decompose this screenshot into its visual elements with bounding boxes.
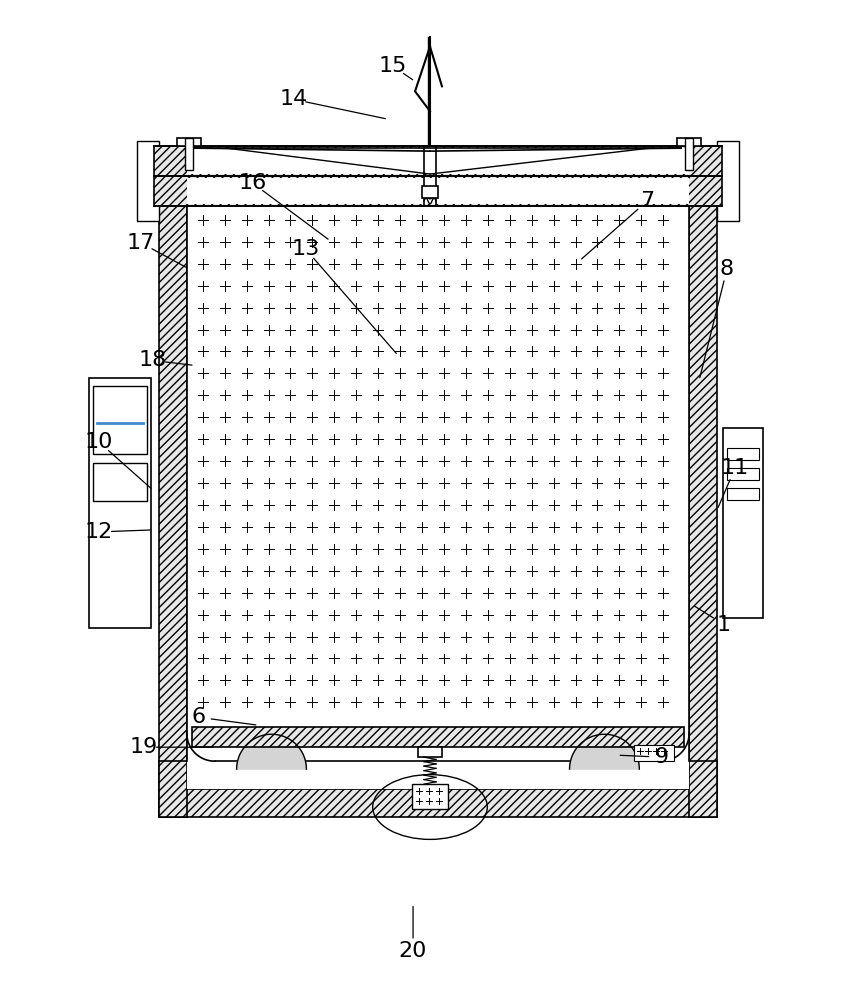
Bar: [717, 141, 739, 221]
Polygon shape: [237, 734, 306, 769]
Bar: [685, 138, 693, 170]
Bar: [689, 176, 717, 817]
Text: 15: 15: [379, 56, 408, 76]
Bar: [187, 747, 689, 789]
Bar: [177, 138, 200, 146]
Bar: [154, 176, 722, 206]
Bar: [635, 745, 674, 761]
Bar: [187, 178, 689, 204]
Bar: [418, 747, 442, 757]
Text: 10: 10: [85, 432, 114, 452]
Bar: [723, 428, 763, 618]
Text: 11: 11: [721, 458, 749, 478]
Text: 9: 9: [654, 747, 668, 767]
Text: 1: 1: [717, 615, 731, 635]
Text: 18: 18: [138, 350, 167, 370]
Text: 14: 14: [280, 89, 308, 109]
Bar: [677, 138, 701, 146]
Bar: [185, 138, 193, 170]
Bar: [727, 468, 759, 480]
Bar: [137, 141, 159, 221]
Bar: [159, 789, 717, 817]
Bar: [727, 448, 759, 460]
Bar: [154, 146, 722, 176]
Bar: [689, 761, 717, 817]
Text: 17: 17: [126, 233, 155, 253]
Bar: [89, 378, 150, 628]
Text: 20: 20: [399, 941, 427, 961]
Bar: [192, 727, 685, 747]
Bar: [422, 186, 438, 198]
Text: 19: 19: [130, 737, 158, 757]
Text: 7: 7: [640, 191, 654, 211]
Polygon shape: [569, 734, 639, 769]
Bar: [187, 204, 689, 789]
Bar: [159, 176, 187, 817]
Bar: [93, 463, 147, 501]
Text: 6: 6: [192, 707, 206, 727]
Bar: [159, 761, 187, 817]
Text: 12: 12: [85, 522, 114, 542]
Text: 8: 8: [720, 259, 734, 279]
Bar: [93, 386, 147, 454]
Bar: [187, 148, 689, 174]
Text: 16: 16: [238, 173, 267, 193]
Bar: [412, 784, 448, 809]
Text: 13: 13: [292, 239, 320, 259]
Bar: [727, 488, 759, 500]
